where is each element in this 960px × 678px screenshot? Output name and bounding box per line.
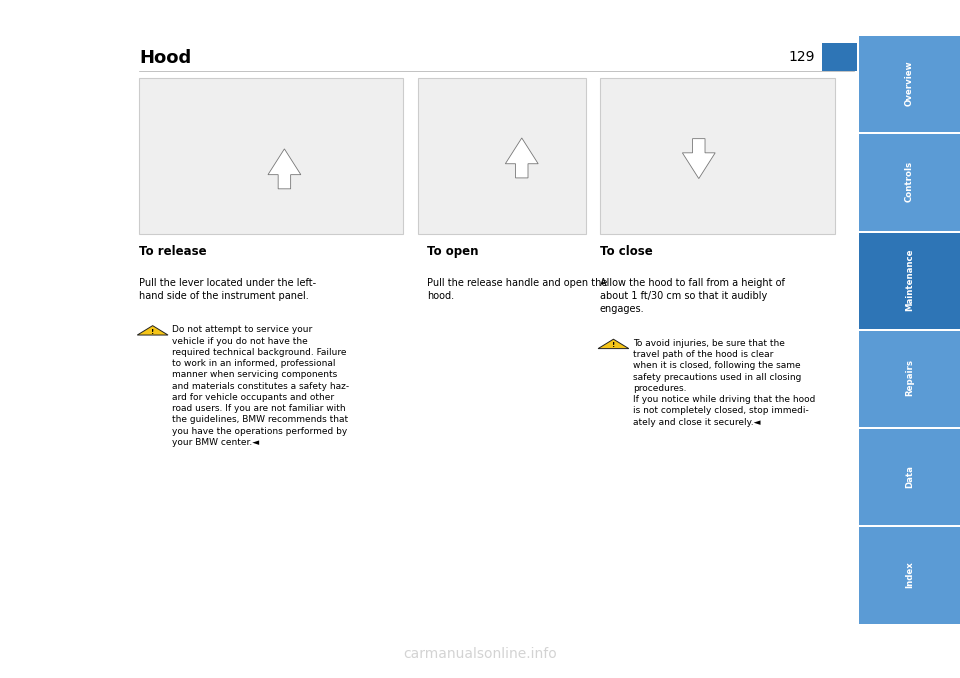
Text: !: ! [612,342,615,348]
Bar [600,78,835,234]
Polygon shape [268,149,300,188]
Bar [139,78,403,234]
Text: Repairs: Repairs [905,359,914,397]
Text: !: ! [151,329,155,334]
Text: To release: To release [139,245,206,258]
Bar [859,233,960,329]
Polygon shape [598,339,629,348]
Text: To close: To close [600,245,653,258]
Text: Pull the release handle and open the
hood.: Pull the release handle and open the hoo… [427,278,608,301]
Bar [859,36,960,132]
Text: Do not attempt to service your
vehicle if you do not have the
required technical: Do not attempt to service your vehicle i… [172,325,349,447]
Text: Data: Data [905,465,914,487]
Text: Pull the lever located under the left-
hand side of the instrument panel.: Pull the lever located under the left- h… [139,278,317,301]
Polygon shape [137,325,168,335]
Bar [822,43,857,71]
Bar [859,134,960,231]
Text: Controls: Controls [905,161,914,202]
Text: Hood: Hood [139,49,191,66]
Text: Index: Index [905,561,914,588]
Text: Overview: Overview [905,60,914,106]
Text: Maintenance: Maintenance [905,248,914,311]
Bar [859,429,960,525]
Bar [418,78,586,234]
Text: Allow the hood to fall from a height of
about 1 ft/30 cm so that it audibly
enga: Allow the hood to fall from a height of … [600,278,785,314]
Polygon shape [683,138,715,178]
Text: To open: To open [427,245,479,258]
Text: To avoid injuries, be sure that the
travel path of the hood is clear
when it is : To avoid injuries, be sure that the trav… [633,339,815,426]
Bar [859,527,960,624]
Text: 129: 129 [788,50,815,64]
Polygon shape [505,138,539,178]
Text: carmanualsonline.info: carmanualsonline.info [403,647,557,661]
Bar [859,331,960,427]
